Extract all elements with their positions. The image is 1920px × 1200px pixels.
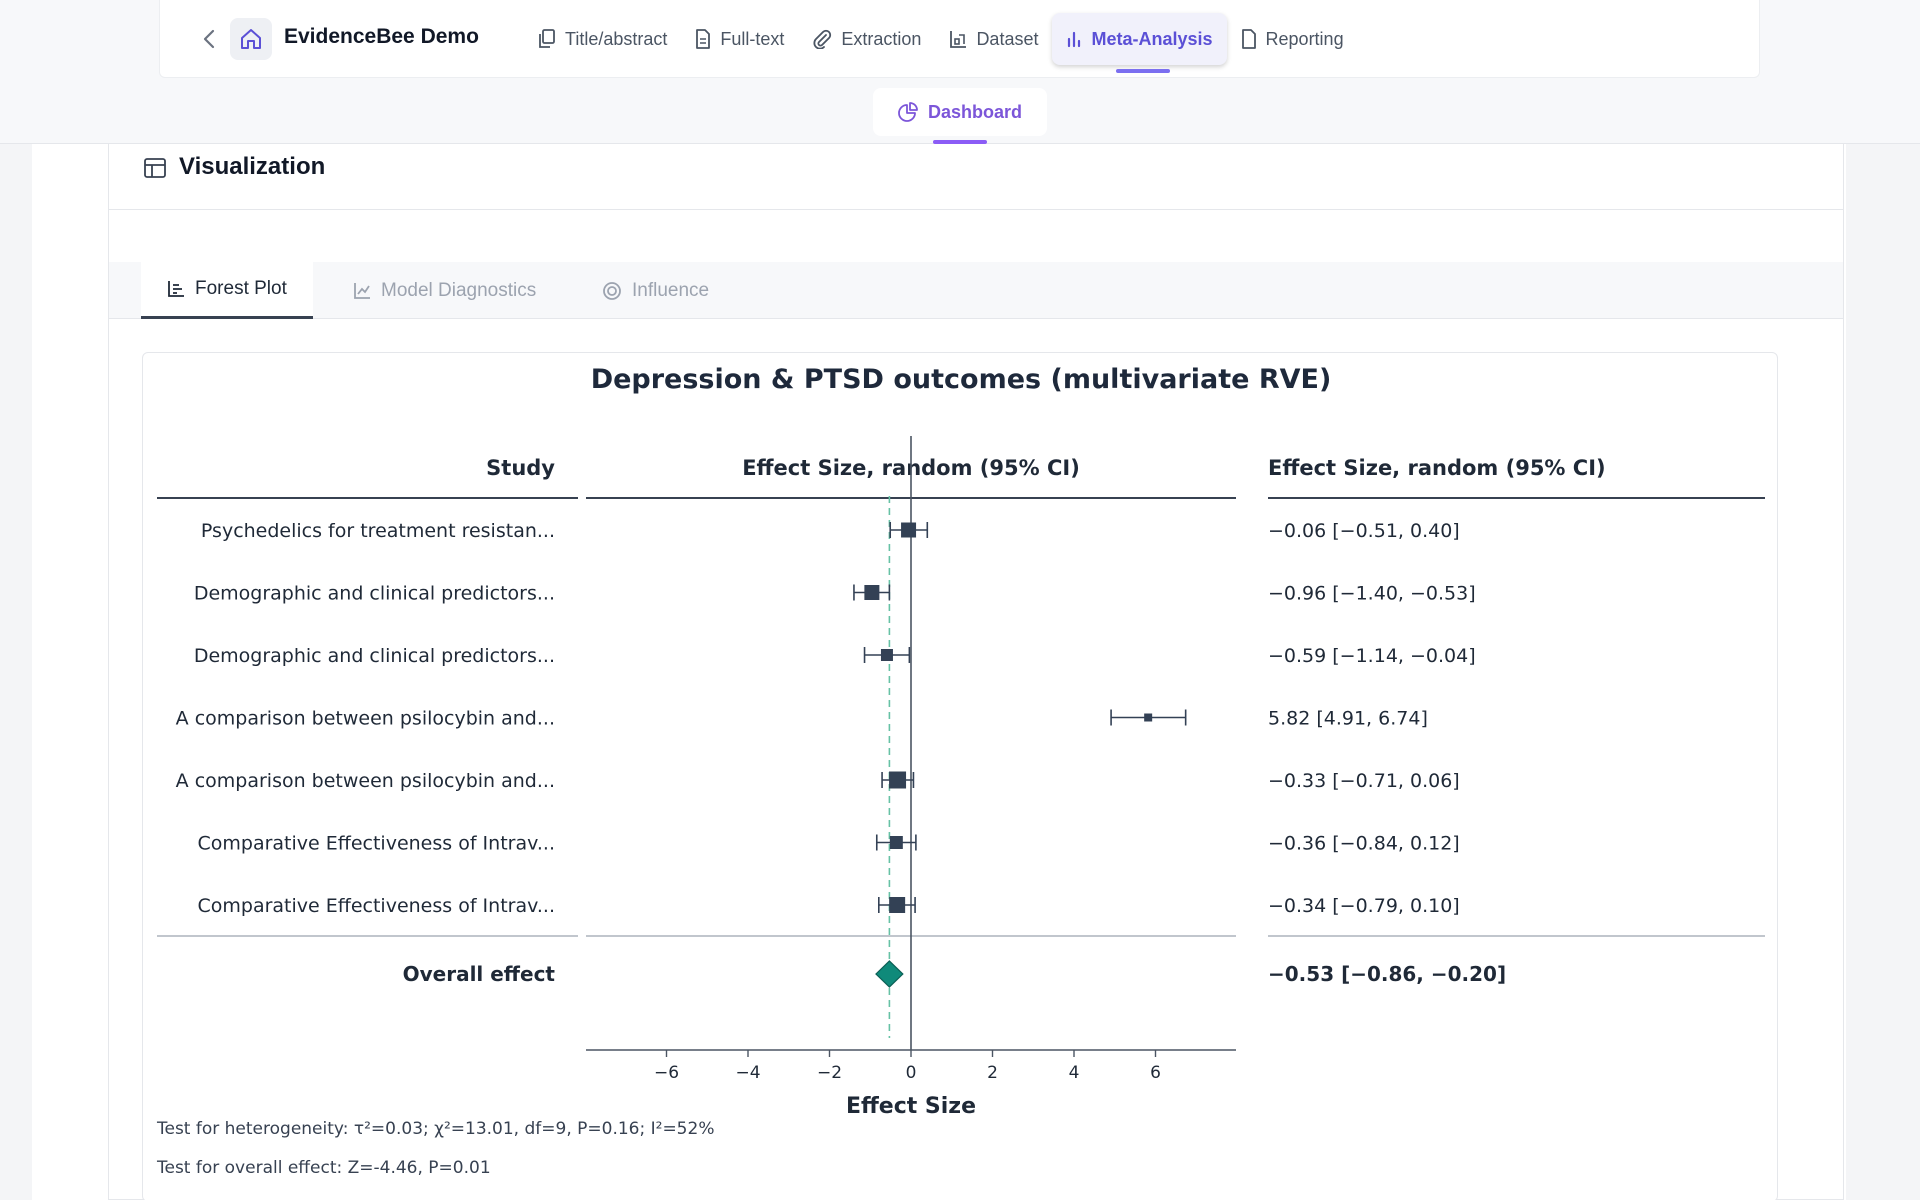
paperclip-icon [813,29,832,49]
study-label: A comparison between psilocybin and... [176,770,555,792]
tab-label: Dataset [976,28,1039,49]
x-tick-label: 0 [906,1063,917,1083]
pie-chart-icon [898,102,918,122]
overall-label: Overall effect [403,962,556,986]
home-icon [241,29,261,49]
effect-marker [889,771,907,789]
tab-reporting[interactable]: Reporting [1227,13,1358,65]
tab-label: Model Diagnostics [381,279,537,301]
x-tick-label: 6 [1150,1063,1161,1083]
tab-model-diagnostics[interactable]: Model Diagnostics [353,262,536,319]
home-button[interactable] [230,18,272,60]
visualization-title: Visualization [179,153,326,180]
x-tick-label: 2 [987,1063,998,1083]
copy-icon [539,29,555,48]
effect-marker [880,649,893,661]
visualization-header: Visualization [109,144,1843,210]
study-label: Psychedelics for treatment resistan... [201,520,555,542]
tab-full-text[interactable]: Full-text [681,13,798,65]
dataset-chart-icon [950,31,967,48]
x-tick-label: −6 [654,1063,679,1083]
overall-effect-text: −0.53 [−0.86, −0.20] [1268,962,1506,986]
effect-text: −0.36 [−0.84, 0.12] [1268,833,1460,855]
tab-label: Title/abstract [565,28,668,49]
effect-marker [864,585,880,600]
forest-plot-panel: Depression & PTSD outcomes (multivariate… [142,352,1778,1200]
effect-marker [889,836,903,849]
subtab-dashboard[interactable]: Dashboard [873,88,1047,144]
tab-label: Full-text [720,28,785,49]
main-nav: EvidenceBee Demo Title/abstract Full-tex… [159,0,1760,78]
x-axis-label: Effect Size [846,1094,976,1119]
effect-text: −0.33 [−0.71, 0.06] [1268,770,1460,792]
x-tick-label: −2 [817,1063,842,1083]
visualization-card: Visualization Forest Plot Model Diagnost… [108,144,1844,1200]
effect-text: −0.34 [−0.79, 0.10] [1268,895,1460,917]
study-label: Demographic and clinical predictors... [194,583,555,605]
effect-text: 5.82 [4.91, 6.74] [1268,708,1428,730]
tab-label: Influence [632,279,710,301]
study-column-header: Study [486,456,555,480]
effect-marker [889,897,906,913]
effect-text-column-header: Effect Size, random (95% CI) [1268,456,1606,480]
tab-influence[interactable]: Influence [602,262,709,319]
back-chevron-icon[interactable] [196,24,222,54]
content-area: Visualization Forest Plot Model Diagnost… [32,144,1846,1200]
tab-dataset[interactable]: Dataset [935,13,1052,65]
forest-plot-icon [168,281,184,297]
file-icon [1241,29,1256,49]
study-label: Demographic and clinical predictors... [194,645,555,667]
tab-label: Forest Plot [195,278,287,299]
app-name: EvidenceBee Demo [284,25,479,48]
line-chart-icon [354,282,370,299]
top-navigation-bar: EvidenceBee Demo Title/abstract Full-tex… [0,0,1920,144]
effect-marker [1144,713,1153,722]
footnote: Test for heterogeneity: τ²=0.03; χ²=13.0… [156,1119,714,1139]
forest-plot: Depression & PTSD outcomes (multivariate… [156,364,1765,1178]
effect-marker [901,522,917,538]
nav-tabs: Title/abstract Full-text Extraction Data… [524,13,1358,73]
target-icon [603,281,621,300]
effect-text: −0.06 [−0.51, 0.40] [1268,520,1460,542]
study-label: A comparison between psilocybin and... [176,708,555,730]
x-tick-label: 4 [1069,1063,1080,1083]
bar-chart-icon [1068,31,1081,48]
x-tick-label: −4 [735,1063,760,1083]
study-label: Comparative Effectiveness of Intrav... [197,895,555,917]
subtab-label: Dashboard [927,101,1023,122]
overall-diamond [875,960,904,988]
tab-forest-plot[interactable]: Forest Plot [141,262,313,319]
effect-text: −0.59 [−1.14, −0.04] [1268,645,1476,667]
visualization-tabs: Forest Plot Model Diagnostics Influence [109,262,1843,319]
document-icon [696,29,711,49]
tab-label: Meta-Analysis [1091,28,1213,49]
tab-label: Extraction [841,28,922,49]
footnote: Test for overall effect: Z=-4.46, P=0.01 [156,1158,491,1178]
effect-text: −0.96 [−1.40, −0.53] [1268,583,1476,605]
tab-title-abstract[interactable]: Title/abstract [524,13,681,65]
tab-extraction[interactable]: Extraction [798,13,935,65]
tab-label: Reporting [1265,28,1344,49]
tab-meta-analysis[interactable]: Meta-Analysis [1052,13,1227,73]
layout-panel-icon [144,158,166,178]
study-label: Comparative Effectiveness of Intrav... [197,833,555,855]
chart-title: Depression & PTSD outcomes (multivariate… [591,364,1332,395]
